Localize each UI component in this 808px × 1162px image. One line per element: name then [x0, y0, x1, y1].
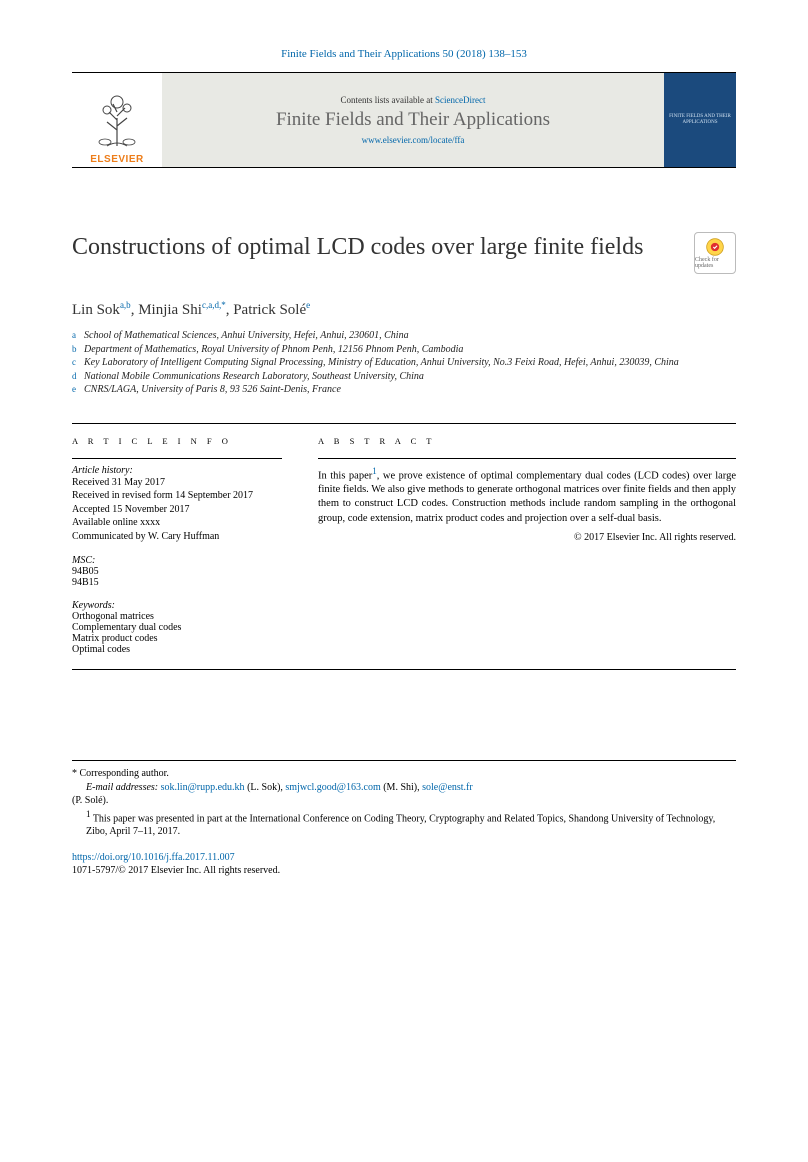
publisher-logo-block: ELSEVIER	[72, 73, 162, 167]
aff-text-a: School of Mathematical Sciences, Anhui U…	[84, 329, 409, 343]
keywords-head: Keywords:	[72, 600, 282, 611]
history-received: Received 31 May 2017	[72, 476, 282, 490]
footnote-1-label: 1	[86, 809, 91, 819]
author-1-sup[interactable]: a,b	[120, 300, 131, 310]
contents-prefix: Contents lists available at	[341, 95, 435, 105]
keyword-2: Complementary dual codes	[72, 622, 282, 633]
footnote-1-text: This paper was presented in part at the …	[86, 813, 715, 838]
email-1-who: (L. Sok)	[247, 782, 280, 793]
abstract-label: A B S T R A C T	[318, 436, 736, 446]
history-communicated: Communicated by W. Cary Huffman	[72, 530, 282, 544]
footer-block: * Corresponding author. E-mail addresses…	[72, 760, 736, 839]
journal-url[interactable]: www.elsevier.com/locate/ffa	[362, 135, 465, 145]
msc-2: 94B15	[72, 577, 282, 588]
affiliation-d: d National Mobile Communications Research…	[72, 370, 736, 384]
aff-label-c: c	[72, 356, 80, 370]
msc-head: MSC:	[72, 555, 282, 566]
keyword-1: Orthogonal matrices	[72, 611, 282, 622]
affiliation-a: a School of Mathematical Sciences, Anhui …	[72, 329, 736, 343]
doi-link[interactable]: https://doi.org/10.1016/j.ffa.2017.11.00…	[72, 852, 235, 863]
aff-text-e: CNRS/LAGA, University of Paris 8, 93 526…	[84, 383, 341, 397]
journal-url-link[interactable]: www.elsevier.com/locate/ffa	[362, 135, 465, 145]
history-online: Available online xxxx	[72, 516, 282, 530]
cover-title-text: FINITE FIELDS AND THEIR APPLICATIONS	[664, 114, 736, 126]
history-revised: Received in revised form 14 September 20…	[72, 489, 282, 503]
crossmark-label: Check for updates	[695, 257, 735, 269]
aff-label-b: b	[72, 343, 80, 357]
email-3-who: (P. Solé).	[72, 794, 736, 808]
journal-name: Finite Fields and Their Applications	[276, 109, 550, 131]
email-2[interactable]: smjwcl.good@163.com	[285, 782, 380, 793]
author-2-sup[interactable]: c,a,d,*	[202, 300, 226, 310]
journal-banner: ELSEVIER Contents lists available at Sci…	[72, 72, 736, 168]
keyword-4: Optimal codes	[72, 644, 282, 655]
article-info-column: A R T I C L E I N F O Article history: R…	[72, 436, 282, 656]
corresponding-author-line: * Corresponding author.	[72, 767, 736, 781]
contents-available-line: Contents lists available at ScienceDirec…	[341, 95, 486, 105]
abstract-column: A B S T R A C T In this paper1, we prove…	[318, 436, 736, 656]
email-1[interactable]: sok.lin@rupp.edu.kh	[161, 782, 245, 793]
info-divider	[72, 458, 282, 459]
keyword-3: Matrix product codes	[72, 633, 282, 644]
abstract-prefix: In this paper	[318, 470, 372, 481]
abstract-copyright: © 2017 Elsevier Inc. All rights reserved…	[318, 532, 736, 543]
article-info-label: A R T I C L E I N F O	[72, 436, 282, 446]
author-2-name: Minjia Shi	[138, 302, 202, 318]
aff-text-d: National Mobile Communications Research …	[84, 370, 424, 384]
publisher-name: ELSEVIER	[90, 154, 143, 165]
issn-copyright-line: 1071-5797/© 2017 Elsevier Inc. All right…	[72, 865, 280, 876]
email-2-who: (M. Shi)	[383, 782, 417, 793]
aff-text-b: Department of Mathematics, Royal Univers…	[84, 343, 463, 357]
sciencedirect-link[interactable]: ScienceDirect	[435, 95, 485, 105]
aff-label-e: e	[72, 383, 80, 397]
abstract-divider	[318, 458, 736, 459]
abstract-body: , we prove existence of optimal compleme…	[318, 470, 736, 524]
elsevier-tree-icon	[89, 90, 145, 152]
email-label: E-mail addresses:	[86, 782, 158, 793]
footnote-1: 1 This paper was presented in part at th…	[72, 808, 736, 839]
abstract-text: In this paper1, we prove existence of op…	[318, 465, 736, 526]
email-3[interactable]: sole@enst.fr	[422, 782, 473, 793]
email-line: E-mail addresses: sok.lin@rupp.edu.kh (L…	[72, 781, 736, 795]
affiliation-e: e CNRS/LAGA, University of Paris 8, 93 52…	[72, 383, 736, 397]
author-3: Patrick Solée	[233, 302, 310, 318]
author-1: Lin Soka,b	[72, 302, 131, 318]
crossmark-badge[interactable]: Check for updates	[694, 232, 736, 274]
author-3-name: Patrick Solé	[233, 302, 306, 318]
doi-block: https://doi.org/10.1016/j.ffa.2017.11.00…	[72, 851, 736, 878]
affiliations-block: a School of Mathematical Sciences, Anhui …	[72, 329, 736, 397]
author-3-sup[interactable]: e	[306, 300, 310, 310]
article-history-head: Article history:	[72, 465, 282, 476]
crossmark-icon	[705, 237, 725, 257]
banner-middle: Contents lists available at ScienceDirec…	[162, 73, 664, 167]
affiliation-b: b Department of Mathematics, Royal Univer…	[72, 343, 736, 357]
authors-line: Lin Soka,b, Minjia Shic,a,d,*, Patrick S…	[72, 300, 736, 319]
aff-label-d: d	[72, 370, 80, 384]
aff-text-c: Key Laboratory of Intelligent Computing …	[84, 356, 679, 370]
msc-1: 94B05	[72, 566, 282, 577]
article-title: Constructions of optimal LCD codes over …	[72, 232, 682, 262]
affiliation-c: c Key Laboratory of Intelligent Computing…	[72, 356, 736, 370]
history-accepted: Accepted 15 November 2017	[72, 503, 282, 517]
aff-label-a: a	[72, 329, 80, 343]
journal-cover-thumb: FINITE FIELDS AND THEIR APPLICATIONS	[664, 73, 736, 167]
author-2: Minjia Shic,a,d,*	[138, 302, 226, 318]
header-citation: Finite Fields and Their Applications 50 …	[72, 48, 736, 60]
author-1-name: Lin Sok	[72, 302, 120, 318]
